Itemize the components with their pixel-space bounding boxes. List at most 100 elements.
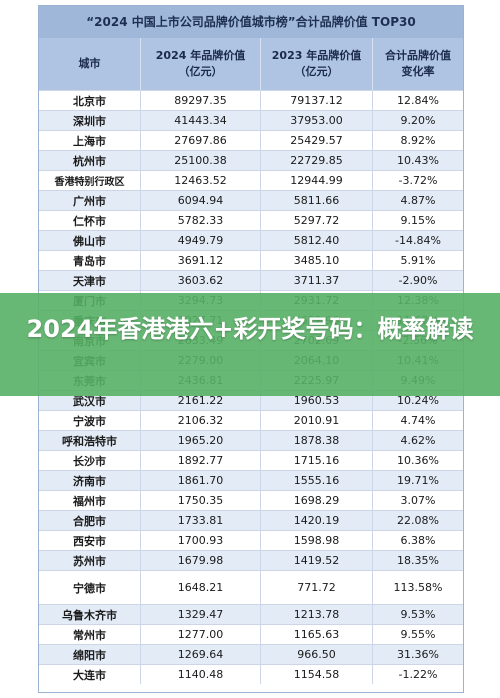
cell-change-rate: 12.84% [397, 94, 439, 107]
cell-value-2023: 771.72 [261, 571, 373, 604]
table-row: 香港特别行政区 12463.52 12944.99 -3.72% [39, 170, 463, 190]
cell-value-2024: 3691.12 [141, 251, 261, 270]
cell-city: 呼和浩特市 [39, 431, 141, 450]
cell-change-rate: 10.36% [397, 454, 439, 467]
cell-change-rate: 9.20% [400, 114, 436, 127]
cell-change-rate: 10.43% [397, 154, 439, 167]
header-value-2023: 2023 年品牌价值 （亿元） [261, 38, 373, 90]
cell-value-2024: 89297.35 [141, 91, 261, 110]
cell-city: 合肥市 [39, 511, 141, 530]
cell-value-2023: 1420.19 [261, 511, 373, 530]
cell-value-2024: 1892.77 [141, 451, 261, 470]
cell-change-rate: 22.08% [397, 514, 439, 527]
cell-city: 佛山市 [39, 231, 141, 250]
cell-value-2024: 1965.20 [141, 431, 261, 450]
cell-city: 大连市 [39, 665, 141, 684]
cell-change-rate: 4.87% [400, 194, 436, 207]
cell-value-2024: 1700.93 [141, 531, 261, 550]
headline-banner [0, 293, 500, 396]
cell-city: 乌鲁木齐市 [39, 605, 141, 624]
table-title: “2024 中国上市公司品牌价值城市榜”合计品牌价值 TOP30 [39, 6, 463, 38]
cell-change-rate: 4.62% [400, 434, 436, 447]
cell-change-rate: 9.53% [400, 608, 436, 621]
cell-city: 武汉市 [39, 391, 141, 410]
table-row: 仁怀市 5782.33 5297.72 9.15% [39, 210, 463, 230]
table-row: 合肥市 1733.81 1420.19 22.08% [39, 510, 463, 530]
table-row: 宁德市 1648.21 771.72 113.58% [39, 570, 463, 604]
cell-value-2023: 3485.10 [261, 251, 373, 270]
cell-value-2024: 41443.34 [141, 111, 261, 130]
cell-value-2023: 1598.98 [261, 531, 373, 550]
table-row: 杭州市 25100.38 22729.85 10.43% [39, 150, 463, 170]
cell-value-2023: 12944.99 [261, 171, 373, 190]
table-row: 西安市 1700.93 1598.98 6.38% [39, 530, 463, 550]
table-row: 长沙市 1892.77 1715.16 10.36% [39, 450, 463, 470]
table-header: 城市 2024 年品牌价值 （亿元） 2023 年品牌价值 （亿元） 合计品牌价… [39, 38, 463, 90]
cell-change-rate: -14.84% [395, 234, 441, 247]
table-row: 常州市 1277.00 1165.63 9.55% [39, 624, 463, 644]
table-row: 上海市 27697.86 25429.57 8.92% [39, 130, 463, 150]
cell-value-2024: 1277.00 [141, 625, 261, 644]
cell-value-2024: 1861.70 [141, 471, 261, 490]
cell-value-2024: 2106.32 [141, 411, 261, 430]
header-value-2024: 2024 年品牌价值 （亿元） [141, 38, 261, 90]
cell-change-rate: 6.38% [400, 534, 436, 547]
cell-change-rate: 19.71% [397, 474, 439, 487]
cell-value-2023: 5812.40 [261, 231, 373, 250]
cell-value-2024: 1140.48 [141, 665, 261, 684]
cell-city: 绵阳市 [39, 645, 141, 664]
cell-change-rate: 8.92% [400, 134, 436, 147]
cell-change-rate: 113.58% [393, 581, 443, 594]
cell-city: 香港特别行政区 [39, 171, 141, 190]
cell-value-2024: 1648.21 [141, 571, 261, 604]
cell-value-2023: 2010.91 [261, 411, 373, 430]
cell-value-2023: 37953.00 [261, 111, 373, 130]
cell-city: 西安市 [39, 531, 141, 550]
table-row: 宁波市 2106.32 2010.91 4.74% [39, 410, 463, 430]
cell-value-2024: 2161.22 [141, 391, 261, 410]
table-row: 绵阳市 1269.64 966.50 31.36% [39, 644, 463, 664]
cell-value-2023: 3711.37 [261, 271, 373, 290]
cell-value-2023: 25429.57 [261, 131, 373, 150]
cell-value-2023: 5811.66 [261, 191, 373, 210]
cell-city: 青岛市 [39, 251, 141, 270]
cell-value-2024: 12463.52 [141, 171, 261, 190]
cell-value-2024: 1329.47 [141, 605, 261, 624]
cell-change-rate: -2.90% [398, 274, 438, 287]
table-row: 广州市 6094.94 5811.66 4.87% [39, 190, 463, 210]
table-row: 深圳市 41443.34 37953.00 9.20% [39, 110, 463, 130]
cell-change-rate: -1.22% [398, 668, 438, 681]
cell-change-rate: 9.15% [400, 214, 436, 227]
cell-value-2024: 1750.35 [141, 491, 261, 510]
cell-city: 广州市 [39, 191, 141, 210]
cell-value-2023: 5297.72 [261, 211, 373, 230]
cell-value-2024: 25100.38 [141, 151, 261, 170]
cell-city: 福州市 [39, 491, 141, 510]
table-row: 乌鲁木齐市 1329.47 1213.78 9.53% [39, 604, 463, 624]
header-city: 城市 [39, 38, 141, 90]
cell-value-2023: 1555.16 [261, 471, 373, 490]
cell-change-rate: 10.24% [397, 394, 439, 407]
cell-value-2024: 27697.86 [141, 131, 261, 150]
cell-value-2024: 1733.81 [141, 511, 261, 530]
table-row: 大连市 1140.48 1154.58 -1.22% [39, 664, 463, 684]
table-row: 佛山市 4949.79 5812.40 -14.84% [39, 230, 463, 250]
cell-value-2023: 1715.16 [261, 451, 373, 470]
cell-change-rate: 18.35% [397, 554, 439, 567]
cell-city: 天津市 [39, 271, 141, 290]
headline-text: 2024年香港港六+彩开奖号码：概率解读 [26, 315, 474, 343]
cell-city: 上海市 [39, 131, 141, 150]
table-row: 呼和浩特市 1965.20 1878.38 4.62% [39, 430, 463, 450]
cell-value-2024: 4949.79 [141, 231, 261, 250]
cell-change-rate: -3.72% [398, 174, 438, 187]
cell-change-rate: 5.91% [400, 254, 436, 267]
cell-city: 杭州市 [39, 151, 141, 170]
cell-change-rate: 4.74% [400, 414, 436, 427]
cell-value-2023: 966.50 [261, 645, 373, 664]
cell-value-2023: 1165.63 [261, 625, 373, 644]
table-row: 北京市 89297.35 79137.12 12.84% [39, 90, 463, 110]
cell-city: 常州市 [39, 625, 141, 644]
cell-value-2023: 1698.29 [261, 491, 373, 510]
cell-city: 苏州市 [39, 551, 141, 570]
cell-value-2024: 5782.33 [141, 211, 261, 230]
